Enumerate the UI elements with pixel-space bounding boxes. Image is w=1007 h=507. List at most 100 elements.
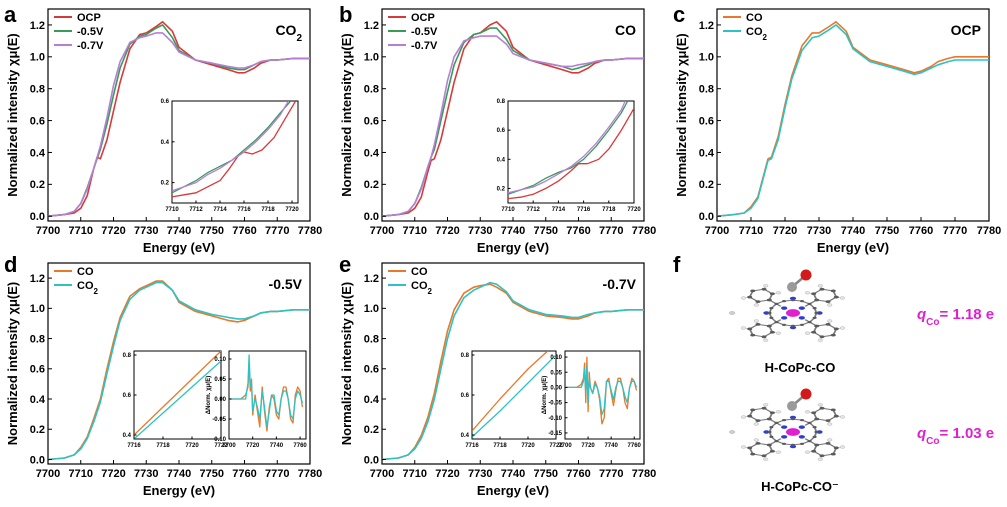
carbon-atom (790, 418, 796, 421)
charge-subscript: Co (926, 317, 939, 328)
carbon-atom (814, 324, 820, 328)
axis-xtick-label: 7750 (534, 225, 558, 237)
carbon-atom (782, 418, 787, 422)
inset-axis-ytick-label: 0.6 (161, 99, 170, 105)
axis-ytick-label: 1.2 (30, 20, 45, 32)
carbon-atom (774, 421, 779, 425)
hydrogen-atom (729, 311, 736, 315)
axis-ytick-label: 0.6 (699, 115, 714, 127)
inset-axis-ytick-label: -0.10 (548, 416, 562, 422)
axis-ytick-label: 0.8 (30, 84, 45, 96)
carbon-atom (747, 414, 753, 418)
legend-label: CO2 (746, 26, 768, 42)
inset-axis-xtick-label: 7700 (558, 443, 572, 449)
carbon-atom (833, 295, 839, 299)
hydrogen-atom (740, 326, 747, 330)
carbon-atom (782, 299, 787, 303)
carbon-atom (750, 333, 756, 337)
inset-axis-xtick-label: 7720 (581, 443, 595, 449)
hydrogen-atom (753, 303, 759, 307)
axis-xtick-label: 7760 (232, 468, 256, 480)
hydrogen-atom (817, 284, 823, 288)
inset-axis-ytick-label: 0.8 (497, 99, 506, 105)
condition-tag-sub: 2 (296, 33, 302, 44)
charge-symbol: q (917, 425, 926, 442)
axis-xtick-label: 7780 (632, 468, 656, 480)
inset-axis-ytick-label: 0.6 (461, 393, 470, 399)
carbon-atom (811, 449, 817, 453)
condition-tag: OCP (951, 22, 981, 38)
axis-ytick-label: 0.8 (364, 84, 379, 96)
cobalt-atom (785, 428, 801, 436)
structure-name: H-CoPc-CO (765, 360, 836, 375)
inset-axis-xtick-label: 7714 (552, 207, 566, 213)
axis-ytick-label: 1.2 (364, 273, 379, 285)
panel-c: c 7700 7710 7720 7730 7740 7750 7760 7770 7780 0.0… (673, 2, 1001, 255)
carbon-atom (769, 435, 774, 439)
carbon-atom (769, 316, 774, 320)
axis-ytick-label: 0.6 (30, 115, 45, 127)
axis-ytick-label: 1.2 (30, 273, 45, 285)
series-group (48, 20, 310, 217)
axis-xtick-label: 7770 (599, 225, 623, 237)
carbon-atom (766, 443, 772, 447)
hydrogen-atom (817, 403, 823, 407)
inset-series-group (229, 354, 304, 432)
inset-2: 7700 7720 7740 7760 0.10 0.05 0.00 -0.05 -0.10 -0… (542, 350, 642, 449)
inset-axis-ytick-label: 0.2 (497, 187, 506, 193)
inset-axis-xtick-label: 7718 (602, 207, 616, 213)
axis-xtick-label: 7720 (773, 225, 797, 237)
inset-series-group (172, 101, 297, 198)
hydrogen-atom (775, 410, 782, 414)
inset-axis-ytick-label: 0.6 (497, 128, 506, 134)
inset-axis-ytick-label: 0.4 (161, 140, 170, 146)
molecule-structure-1 (729, 284, 846, 342)
axis-xtick-label: 7760 (566, 468, 590, 480)
axis-ytick-label: 0.4 (699, 147, 715, 159)
axis-xtick-label: 7720 (101, 468, 125, 480)
panel-b: b 7700 7710 7720 7730 7740 7750 7760 7770 7780 0.0… (339, 2, 656, 255)
axis-ytick-label: 0.4 (364, 147, 380, 159)
series-group (382, 20, 644, 217)
inset-axis-ytick-label: -0.15 (548, 431, 562, 437)
carbon-atom (790, 299, 796, 302)
axis-xtick-label: 7730 (807, 225, 831, 237)
inset-1: 7716 7718 7720 7722 0.4 0.6 0.8 (461, 350, 563, 449)
carbon-atom (755, 323, 761, 326)
hydrogen-atom (729, 430, 736, 434)
inset-axis-xtick-label: 7722 (214, 443, 228, 449)
series-group (717, 20, 989, 217)
carbon-atom (799, 299, 804, 303)
axis-ytick-label: 0.0 (30, 211, 45, 223)
inset-axis-ytick-label: 0.05 (214, 377, 226, 383)
hydrogen-atom (763, 284, 769, 288)
axis-ytick-label: 0.4 (364, 394, 380, 406)
carbon-atom (830, 408, 836, 412)
axis-xtick-label: 7700 (36, 468, 60, 480)
carbon-atom (750, 289, 756, 293)
nitrogen-atom (781, 306, 788, 310)
legend-label-sub: 2 (763, 33, 768, 42)
hydrogen-atom (827, 422, 833, 426)
carbon-atom (814, 430, 819, 434)
hydrogen-atom (775, 331, 782, 335)
nitrogen-atom (789, 325, 797, 330)
inset-axis-ytick-label: 0.2 (161, 181, 170, 187)
inset-line-05v (508, 101, 629, 195)
inset-line-co (565, 356, 638, 425)
nitrogen-atom (781, 316, 788, 320)
axis-ytick-label: 0.6 (364, 115, 379, 127)
axis-xtick-label: 7700 (705, 225, 729, 237)
hydrogen-atom (839, 445, 846, 449)
axis-xtick-label: 7760 (909, 225, 933, 237)
charge-subscript: Co (926, 436, 939, 447)
axis-ytick-label: 0.2 (364, 179, 379, 191)
inset-line-co (134, 351, 221, 436)
hydrogen-atom (753, 422, 759, 426)
panel-letter: e (339, 252, 351, 277)
carbon-atom (807, 320, 812, 324)
inset-line-co2 (134, 360, 221, 439)
legend-label-sub: 2 (428, 287, 433, 296)
co-oxygen-atom (800, 388, 812, 400)
y-axis-label: Normalized intensity χμ(E) (339, 33, 354, 197)
